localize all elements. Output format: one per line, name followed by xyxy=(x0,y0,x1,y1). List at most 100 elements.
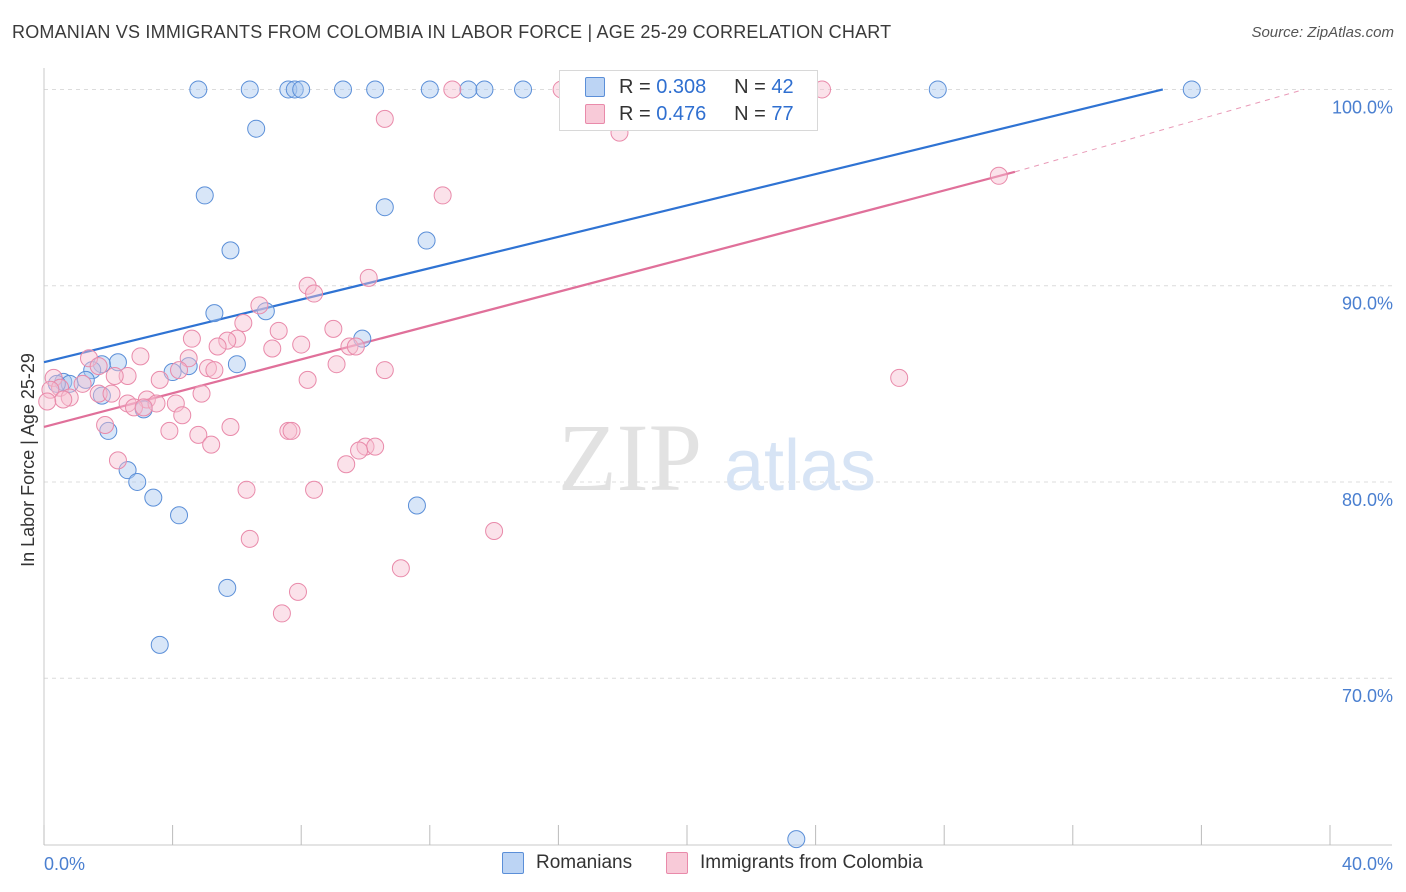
pink-data-point xyxy=(125,398,144,417)
blue-data-point xyxy=(407,496,426,515)
blue-data-point xyxy=(1182,80,1201,99)
watermark: ZIP atlas xyxy=(558,404,876,511)
blue-data-point xyxy=(366,80,385,99)
pink-data-point xyxy=(192,384,211,403)
pink-data-point xyxy=(324,319,343,338)
pink-data-point xyxy=(305,284,324,303)
pink-data-point xyxy=(337,455,356,474)
legend-swatch-blue xyxy=(585,77,605,97)
watermark-atlas: atlas xyxy=(724,426,876,506)
legend-box: R = 0.308 N = 42 R = 0.476 N = 77 xyxy=(559,70,818,131)
axes xyxy=(43,68,1392,846)
blue-data-point xyxy=(99,421,118,440)
legend-r-label: R = xyxy=(619,75,651,98)
pink-data-point xyxy=(60,388,79,407)
pink-data-point xyxy=(263,339,282,358)
bottom-legend-romanians[interactable]: Romanians xyxy=(502,852,632,874)
pink-data-point xyxy=(208,337,227,356)
blue-data-point xyxy=(285,80,304,99)
legend-n-value: 77 xyxy=(771,102,794,125)
pink-data-point xyxy=(366,437,385,456)
pink-data-point xyxy=(350,441,369,460)
blue-data-point xyxy=(221,241,240,260)
y-tick-label: 100.0% xyxy=(1332,97,1393,117)
pink-data-point xyxy=(102,384,121,403)
pink-data-point xyxy=(160,421,179,440)
pink-data-point xyxy=(375,361,394,380)
blue-data-point xyxy=(459,80,478,99)
blue-data-point xyxy=(475,80,494,99)
blue-data-point xyxy=(189,80,208,99)
watermark-zip: ZIP xyxy=(558,404,702,511)
blue-data-point xyxy=(292,80,311,99)
pink-data-point xyxy=(359,268,378,287)
pink-data-point xyxy=(44,368,63,387)
legend-swatch-blue xyxy=(502,852,524,874)
pink-trend-extension xyxy=(1014,88,1305,173)
pink-data-point xyxy=(173,406,192,425)
grid-lines xyxy=(44,88,1392,679)
bottom-legend-colombia[interactable]: Immigrants from Colombia xyxy=(666,852,923,874)
legend-n-label: N = xyxy=(734,102,766,125)
pink-data-point xyxy=(240,529,259,548)
legend-n-value: 42 xyxy=(771,75,794,98)
pink-data-point xyxy=(269,321,288,340)
pink-data-point xyxy=(38,392,57,411)
data-points xyxy=(38,80,1201,849)
pink-data-point xyxy=(202,435,221,454)
legend-row-romanians: R = 0.308 N = 42 xyxy=(585,74,794,100)
blue-data-point xyxy=(928,80,947,99)
blue-data-point xyxy=(144,488,163,507)
blue-data-point xyxy=(279,80,298,99)
blue-data-point xyxy=(170,506,189,525)
pink-data-point xyxy=(150,370,169,389)
chart-title: ROMANIAN VS IMMIGRANTS FROM COLOMBIA IN … xyxy=(12,22,892,42)
pink-data-point xyxy=(80,349,99,368)
y-tick-label: 70.0% xyxy=(1342,686,1393,706)
pink-data-point xyxy=(375,109,394,128)
pink-data-point xyxy=(166,394,185,413)
pink-data-point xyxy=(182,329,201,348)
blue-data-point xyxy=(240,80,259,99)
legend-r-value: 0.308 xyxy=(656,75,707,98)
blue-data-point xyxy=(333,80,352,99)
pink-data-point xyxy=(96,416,115,435)
blue-data-point xyxy=(218,578,237,597)
x-tick-label: 40.0% xyxy=(1342,854,1393,874)
legend-swatch-pink xyxy=(585,104,605,124)
pink-data-point xyxy=(41,380,60,399)
pink-data-point xyxy=(391,559,410,578)
tick-labels: 70.0% 80.0% 90.0% 100.0% 0.0% 40.0% xyxy=(44,97,1393,874)
pink-data-point xyxy=(443,80,462,99)
y-tick-label: 80.0% xyxy=(1342,490,1393,510)
source-label: Source: ZipAtlas.com xyxy=(1251,24,1394,41)
trend-lines xyxy=(43,88,1305,429)
pink-data-point xyxy=(105,366,124,385)
pink-data-point xyxy=(485,522,504,540)
pink-data-point xyxy=(89,384,108,403)
legend-n-label: N = xyxy=(734,75,766,98)
pink-data-point xyxy=(108,451,127,470)
pink-data-point xyxy=(272,604,291,623)
pink-data-point xyxy=(890,368,909,387)
pink-data-point xyxy=(134,398,153,417)
pink-data-point xyxy=(989,166,1008,185)
pink-data-point xyxy=(89,357,108,376)
pink-data-point xyxy=(170,361,189,380)
pink-data-point xyxy=(118,366,137,385)
blue-data-point xyxy=(118,461,137,480)
pink-data-point xyxy=(131,347,150,366)
pink-data-point xyxy=(292,335,311,354)
blue-data-point xyxy=(787,830,806,849)
pink-data-point xyxy=(305,480,324,499)
bottom-legend: Romanians Immigrants from Colombia xyxy=(0,852,1406,878)
pink-data-point xyxy=(298,370,317,389)
legend-r-value: 0.476 xyxy=(656,102,707,125)
pink-data-point xyxy=(54,390,73,409)
pink-data-point xyxy=(189,425,208,444)
pink-data-point xyxy=(234,313,253,332)
blue-data-point xyxy=(150,635,169,654)
blue-data-point xyxy=(227,355,246,374)
bottom-legend-label: Immigrants from Colombia xyxy=(700,852,923,873)
